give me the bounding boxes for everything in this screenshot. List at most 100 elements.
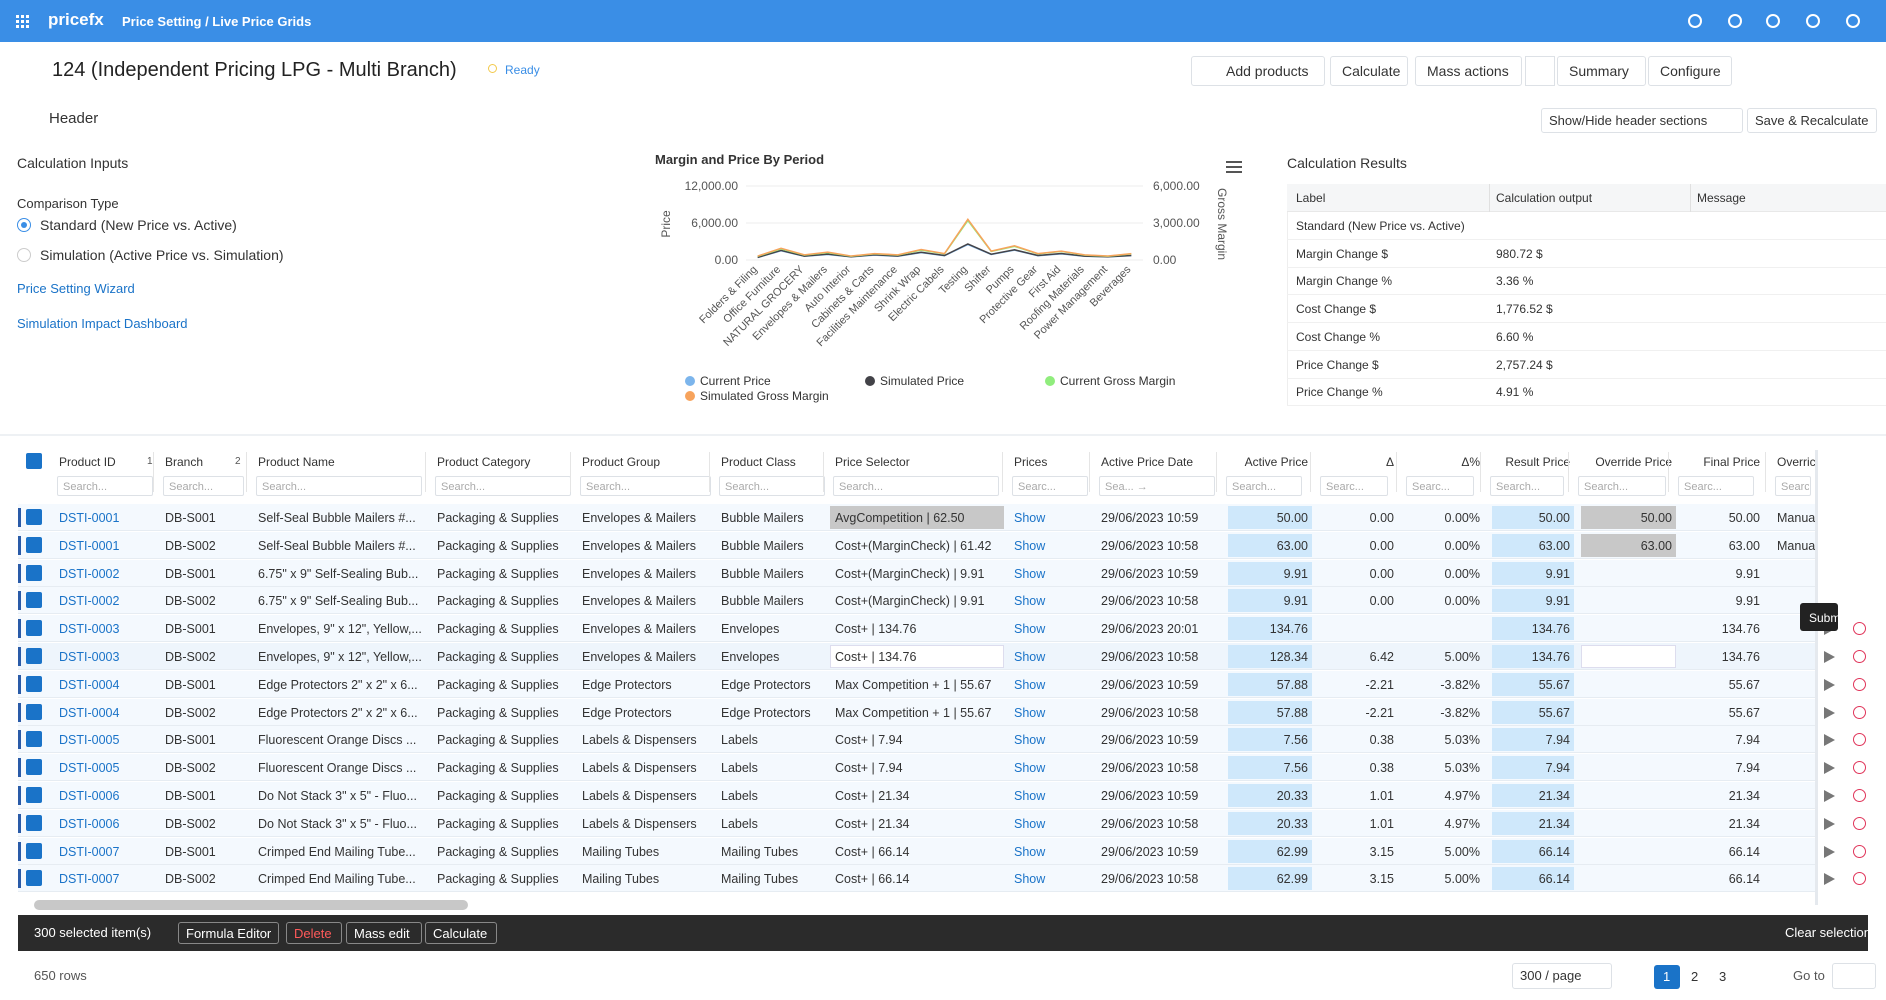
grid-cell[interactable]: Show bbox=[1014, 705, 1046, 720]
button-label[interactable]: Calculate bbox=[1342, 63, 1401, 79]
checkbox[interactable] bbox=[26, 759, 42, 776]
submit-icon[interactable] bbox=[1824, 706, 1835, 719]
clear-selection[interactable]: Clear selection bbox=[1785, 925, 1871, 940]
dropdown-button[interactable] bbox=[1525, 56, 1555, 86]
grid-cell[interactable]: Show bbox=[1014, 566, 1046, 581]
grid-cell[interactable]: DSTI-0002 bbox=[59, 594, 120, 609]
column-header[interactable]: Product Category bbox=[437, 455, 531, 469]
grid-cell[interactable]: DSTI-0001 bbox=[59, 538, 120, 553]
submit-icon[interactable] bbox=[1824, 817, 1835, 830]
page-number[interactable]: 3 bbox=[1719, 969, 1727, 984]
cancel-icon[interactable] bbox=[1853, 622, 1866, 636]
grid-cell[interactable]: Show bbox=[1014, 650, 1046, 664]
grid-cell[interactable]: Show bbox=[1014, 622, 1046, 637]
search-input[interactable] bbox=[1775, 476, 1811, 496]
column-header[interactable]: Price Selector bbox=[835, 455, 910, 469]
page-size[interactable] bbox=[1512, 963, 1612, 989]
button-label[interactable]: Mass actions bbox=[1427, 63, 1509, 79]
grid-cell[interactable]: DSTI-0006 bbox=[59, 816, 120, 831]
button[interactable] bbox=[1747, 108, 1877, 133]
search-input[interactable] bbox=[1320, 476, 1388, 496]
cancel-icon[interactable] bbox=[1853, 789, 1866, 802]
grid-cell[interactable]: DSTI-0003 bbox=[59, 650, 120, 664]
submit-icon[interactable] bbox=[1824, 790, 1835, 802]
grid-cell[interactable]: DSTI-0004 bbox=[59, 677, 120, 692]
checkbox[interactable] bbox=[26, 620, 42, 637]
column-header[interactable]: Δ% bbox=[1461, 455, 1480, 469]
button[interactable] bbox=[1648, 56, 1732, 86]
search-input[interactable] bbox=[1099, 476, 1215, 496]
toolbar-icon[interactable] bbox=[1766, 14, 1780, 28]
checkbox[interactable] bbox=[26, 675, 42, 692]
grid-cell[interactable]: Show bbox=[1014, 677, 1046, 692]
grid-cell[interactable]: DSTI-0005 bbox=[59, 733, 120, 748]
search-input[interactable] bbox=[163, 476, 244, 496]
checkbox[interactable] bbox=[26, 814, 42, 831]
cancel-icon[interactable] bbox=[1853, 816, 1866, 830]
grid-cell[interactable]: Show bbox=[1014, 844, 1046, 859]
section-toggle[interactable]: Header bbox=[49, 110, 99, 127]
column-header[interactable]: Final Price bbox=[1703, 455, 1760, 469]
button-label[interactable]: Mass edit bbox=[354, 926, 410, 941]
radio[interactable] bbox=[17, 248, 31, 262]
grid-cell[interactable]: DSTI-0007 bbox=[59, 844, 120, 859]
button[interactable] bbox=[1191, 56, 1325, 86]
submit-icon[interactable] bbox=[1824, 845, 1835, 858]
checkbox[interactable] bbox=[26, 453, 42, 469]
cancel-icon[interactable] bbox=[1853, 844, 1866, 858]
menu-icon[interactable] bbox=[1226, 161, 1242, 163]
button-label[interactable]: Calculate bbox=[433, 926, 488, 941]
column-header[interactable]: Product Class bbox=[721, 455, 796, 469]
cancel-icon[interactable] bbox=[1853, 650, 1866, 663]
radio-label[interactable]: Standard (New Price vs. Active) bbox=[40, 217, 237, 233]
link[interactable]: Price Setting Wizard bbox=[17, 281, 135, 296]
toolbar-icon[interactable] bbox=[1728, 14, 1742, 28]
grid-cell[interactable]: Show bbox=[1014, 594, 1046, 609]
cancel-icon[interactable] bbox=[1853, 677, 1866, 691]
submit-icon[interactable] bbox=[1824, 651, 1835, 663]
button[interactable] bbox=[425, 922, 497, 944]
grid-cell[interactable]: Show bbox=[1014, 761, 1046, 776]
checkbox[interactable] bbox=[26, 592, 42, 609]
cancel-icon[interactable] bbox=[1853, 733, 1866, 747]
button[interactable] bbox=[1541, 108, 1743, 133]
checkbox[interactable] bbox=[26, 703, 42, 720]
grid-cell[interactable]: DSTI-0007 bbox=[59, 872, 120, 887]
grid-cell[interactable]: DSTI-0001 bbox=[59, 511, 120, 525]
checkbox[interactable] bbox=[26, 648, 42, 664]
goto-input[interactable] bbox=[1832, 963, 1876, 989]
column-header[interactable]: Prices bbox=[1014, 455, 1048, 469]
checkbox[interactable] bbox=[26, 842, 42, 859]
search-input[interactable] bbox=[1406, 476, 1474, 496]
button-label[interactable]: Delete bbox=[294, 926, 332, 941]
column-header[interactable]: Product Name bbox=[258, 455, 335, 469]
link[interactable]: Simulation Impact Dashboard bbox=[17, 316, 188, 331]
button[interactable] bbox=[286, 922, 342, 944]
column-header[interactable]: Active Price Date bbox=[1101, 455, 1194, 469]
checkbox[interactable] bbox=[26, 536, 42, 553]
button-label[interactable]: Summary bbox=[1569, 63, 1629, 79]
search-input[interactable] bbox=[1226, 476, 1302, 496]
button[interactable] bbox=[346, 922, 422, 944]
column-header[interactable]: Product Group bbox=[582, 455, 661, 469]
search-input[interactable] bbox=[580, 476, 711, 496]
column-header[interactable]: Δ bbox=[1385, 455, 1394, 469]
button[interactable] bbox=[1415, 56, 1522, 86]
grid-cell[interactable]: DSTI-0002 bbox=[59, 566, 120, 581]
button-label[interactable]: Save & Recalculate bbox=[1755, 113, 1869, 128]
search-input[interactable] bbox=[833, 476, 999, 496]
checkbox[interactable] bbox=[26, 509, 42, 525]
cancel-icon[interactable] bbox=[1853, 761, 1866, 775]
page-active[interactable] bbox=[1654, 965, 1680, 989]
button[interactable] bbox=[1330, 56, 1408, 86]
grid-cell[interactable]: Show bbox=[1014, 733, 1046, 748]
scrollbar[interactable] bbox=[34, 900, 468, 910]
search-input[interactable] bbox=[1578, 476, 1666, 496]
radio[interactable] bbox=[17, 218, 31, 232]
button-label[interactable]: Show/Hide header sections bbox=[1549, 113, 1708, 128]
button[interactable] bbox=[1557, 56, 1646, 86]
search-input[interactable] bbox=[256, 476, 422, 496]
toolbar-icon[interactable] bbox=[1846, 14, 1860, 28]
button[interactable] bbox=[178, 922, 279, 944]
page-size-label[interactable]: 300 / page bbox=[1520, 968, 1582, 983]
